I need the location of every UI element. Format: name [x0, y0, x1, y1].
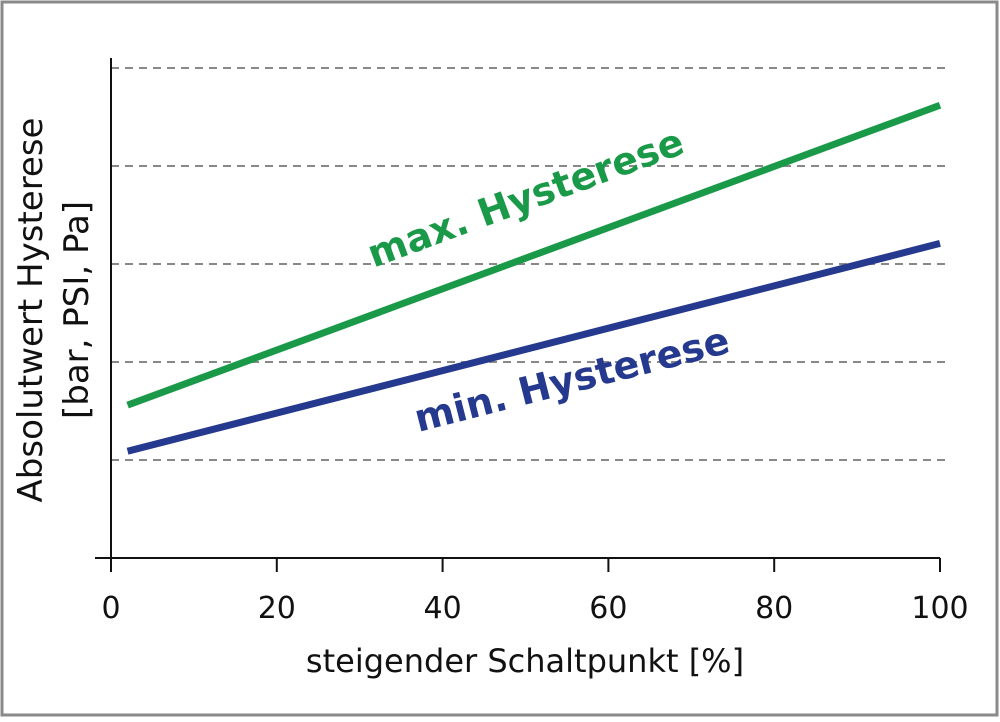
line: [126, 240, 941, 455]
x-tick-label: 80: [755, 591, 793, 626]
line: [126, 101, 942, 409]
x-tick-label: 40: [424, 591, 462, 626]
y-axis-label: Absolutwert Hysterese: [11, 118, 51, 503]
y-axis-label: [bar, PSI, Pa]: [57, 201, 97, 419]
x-tick-label: 0: [101, 591, 120, 626]
x-tick-label: 60: [589, 591, 627, 626]
x-axis-label: steigender Schaltpunkt [%]: [306, 642, 744, 680]
x-tick-label: 100: [911, 591, 968, 626]
x-tick-label: 20: [258, 591, 296, 626]
